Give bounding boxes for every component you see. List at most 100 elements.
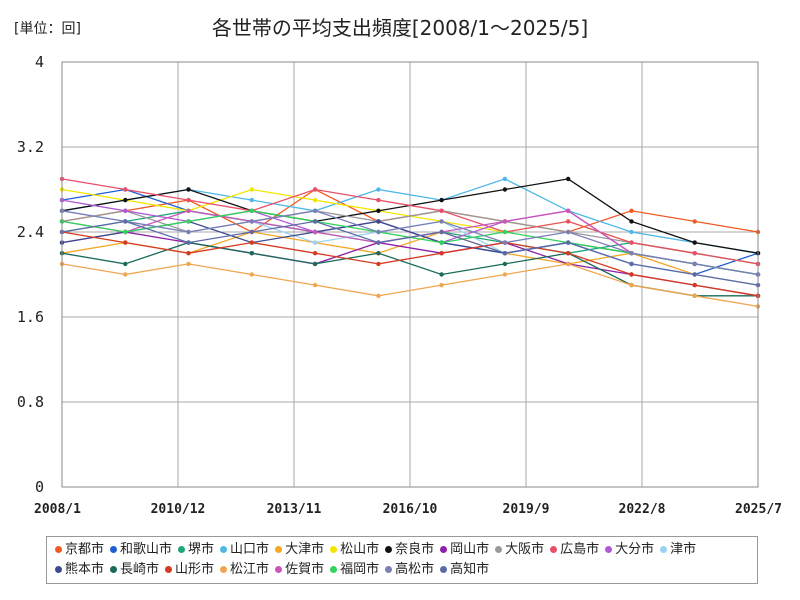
legend-label: 大津市 <box>285 542 325 557</box>
data-point <box>123 187 128 192</box>
legend-marker <box>385 546 393 553</box>
data-point <box>186 240 191 245</box>
data-point <box>566 229 571 235</box>
legend-item: 大分市 <box>605 540 654 560</box>
legend-marker <box>110 546 118 553</box>
data-point <box>502 176 508 182</box>
legend-marker <box>220 566 228 573</box>
data-point <box>249 208 254 213</box>
legend-item: 松山市 <box>330 540 379 560</box>
legend-marker <box>55 566 62 573</box>
data-point <box>312 208 318 213</box>
data-point <box>692 251 697 256</box>
data-point <box>376 229 381 235</box>
data-point <box>629 282 634 288</box>
legend-label: 福岡市 <box>340 562 380 577</box>
legend-item: 岡山市 <box>440 540 489 560</box>
data-point <box>439 208 444 213</box>
legend-label: 高知市 <box>450 562 490 577</box>
data-point <box>439 282 444 288</box>
data-point <box>439 197 444 203</box>
data-point <box>502 261 508 267</box>
y-tick-label: 0.8 <box>17 393 44 411</box>
legend-item: 松江市 <box>220 560 269 580</box>
legend-item: 長崎市 <box>110 560 159 580</box>
data-point <box>502 251 508 256</box>
x-tick-label: 2025/7 <box>735 502 782 517</box>
y-tick-label: 4 <box>35 53 44 71</box>
series-line-19 <box>61 220 759 286</box>
data-point <box>123 272 128 277</box>
data-point <box>186 187 191 192</box>
x-tick-label: 2016/10 <box>383 502 438 517</box>
legend-label: 広島市 <box>560 542 600 557</box>
legend-item: 山形市 <box>165 560 214 580</box>
data-point <box>566 176 571 182</box>
data-point <box>376 208 381 213</box>
data-point <box>502 219 508 224</box>
series-line-18 <box>61 210 759 276</box>
legend-label: 堺市 <box>188 542 215 557</box>
plot-frame <box>61 61 759 488</box>
legend-marker <box>178 546 186 553</box>
legend-label: 和歌山市 <box>120 542 173 557</box>
y-tick-label: 1.6 <box>17 308 44 326</box>
x-tick-label: 2019/9 <box>503 502 550 517</box>
data-point <box>186 208 191 213</box>
series-lines <box>59 176 761 309</box>
legend-label: 山口市 <box>230 542 270 557</box>
legend-item: 堺市 <box>178 540 214 560</box>
data-point <box>502 229 508 235</box>
data-point <box>186 229 191 235</box>
data-point <box>439 219 444 224</box>
legend-item: 広島市 <box>550 540 599 560</box>
y-tick-label: 3.2 <box>17 138 44 156</box>
data-point <box>186 261 191 267</box>
data-point <box>186 251 191 256</box>
legend-label: 松江市 <box>230 562 270 577</box>
data-point <box>186 219 191 224</box>
data-point <box>692 219 697 224</box>
data-point <box>566 261 571 267</box>
data-point <box>249 219 254 224</box>
data-point <box>566 251 571 256</box>
legend-label: 高松市 <box>395 562 435 577</box>
legend-marker <box>385 566 393 573</box>
data-point <box>439 229 444 235</box>
data-point <box>376 219 381 224</box>
legend-item: 熊本市 <box>55 560 104 580</box>
legend-marker <box>440 566 448 573</box>
data-point <box>692 272 697 277</box>
legend-item: 山口市 <box>220 540 269 560</box>
data-point <box>249 197 254 203</box>
unit-label: [単位：回] <box>14 21 81 37</box>
legend-marker <box>165 566 173 573</box>
legend-marker <box>275 566 283 573</box>
legend-marker <box>550 546 558 553</box>
legend-marker <box>440 546 448 553</box>
legend-label: 長崎市 <box>120 562 160 577</box>
data-point <box>123 261 128 267</box>
legend-item: 福岡市 <box>330 560 379 580</box>
data-point <box>502 240 508 245</box>
data-point <box>312 261 318 267</box>
data-point <box>123 197 128 203</box>
data-point <box>249 272 254 277</box>
data-point <box>123 219 128 224</box>
y-tick-label: 0 <box>35 478 44 496</box>
data-point <box>249 240 254 245</box>
legend-marker <box>660 546 668 553</box>
legend-label: 佐賀市 <box>285 562 325 577</box>
legend-marker <box>55 546 62 553</box>
legend-item: 高松市 <box>385 560 434 580</box>
legend-label: 大阪市 <box>505 542 545 557</box>
x-tick-label: 2008/1 <box>34 502 81 517</box>
data-point <box>123 229 128 235</box>
legend-label: 岡山市 <box>450 542 490 557</box>
legend-marker <box>605 546 613 553</box>
data-point <box>566 208 571 213</box>
data-point <box>566 240 571 245</box>
legend: 京都市 和歌山市 堺市 山口市 大津市 松山市 奈良市 岡山市 大阪市 広島市 大分市 津市熊本市 長崎… <box>46 536 758 584</box>
legend-marker <box>330 566 338 573</box>
data-point <box>312 197 318 203</box>
